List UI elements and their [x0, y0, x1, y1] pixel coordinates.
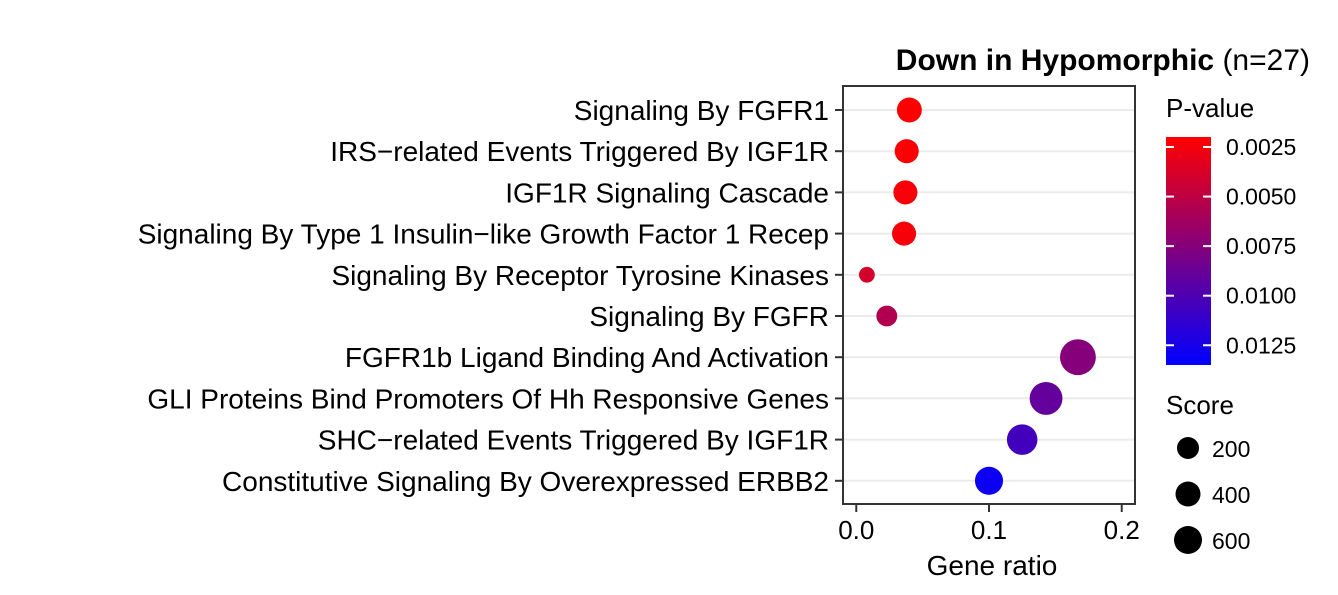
y-tick-label: SHC−related Events Triggered By IGF1R [318, 425, 829, 456]
chart-title: Down in Hypomorphic (n=27) [896, 44, 1310, 77]
y-tick-label: Signaling By FGFR1 [574, 95, 829, 126]
y-tick-label: IGF1R Signaling Cascade [505, 177, 829, 208]
data-point [859, 266, 875, 283]
y-tick-label: Signaling By Type 1 Insulin−like Growth … [138, 219, 829, 250]
pvalue-colorbar-ticks: 0.0025 0.0050 0.0075 0.0100 0.0125 [1166, 134, 1296, 358]
colorbar-tick-label: 0.0125 [1226, 332, 1296, 358]
x-tick-label: 0.0 [838, 515, 874, 545]
data-points [859, 97, 1096, 495]
y-tick-label: Signaling By FGFR [589, 301, 829, 332]
score-legend-dot [1174, 526, 1202, 554]
colorbar-tick-label: 0.0100 [1226, 283, 1296, 309]
chart-title-count: (n=27) [1214, 44, 1310, 77]
y-axis-labels: Signaling By FGFR1 IRS−related Events Tri… [138, 95, 843, 497]
pvalue-legend-title: P-value [1166, 93, 1254, 123]
data-point [893, 180, 918, 205]
plot-panel [842, 85, 1136, 505]
y-tick-label: IRS−related Events Triggered By IGF1R [330, 136, 829, 167]
data-point [1029, 381, 1063, 415]
score-legend: Score 200 400 600 [1166, 390, 1250, 554]
data-point [1006, 424, 1038, 455]
y-tick-label: FGFR1b Ligand Binding And Activation [345, 342, 829, 373]
score-legend-label: 200 [1212, 436, 1250, 462]
score-legend-dot [1177, 437, 1199, 459]
y-tick-label: Signaling By Receptor Tyrosine Kinases [331, 260, 829, 291]
data-point [1059, 339, 1096, 376]
grid-lines [843, 109, 1135, 482]
pvalue-legend: P-value 0.0025 0.0050 0.0075 0.0100 0.0125 [1166, 93, 1296, 365]
data-point [876, 305, 898, 327]
score-legend-title: Score [1166, 390, 1234, 420]
x-tick-label: 0.2 [1104, 515, 1140, 545]
colorbar-tick-label: 0.0075 [1226, 233, 1296, 259]
data-point [974, 466, 1004, 495]
pvalue-colorbar [1166, 137, 1211, 365]
chart-title-bold: Down in Hypomorphic [896, 44, 1214, 77]
x-tick-label: 0.1 [971, 515, 1007, 545]
data-point [896, 97, 922, 123]
score-legend-entries: 200 400 600 [1174, 436, 1250, 554]
y-tick-label: GLI Proteins Bind Promoters Of Hh Respon… [147, 383, 829, 414]
data-point [892, 221, 917, 246]
data-point [894, 139, 919, 164]
colorbar-tick-label: 0.0050 [1226, 184, 1296, 210]
x-axis: 0.0 0.1 0.2 [838, 504, 1140, 545]
x-axis-title: Gene ratio [927, 550, 1058, 581]
colorbar-tick-label: 0.0025 [1226, 134, 1296, 160]
score-legend-label: 400 [1212, 482, 1250, 508]
score-legend-dot [1175, 481, 1201, 507]
y-tick-label: Constitutive Signaling By Overexpressed … [222, 466, 829, 497]
score-legend-label: 600 [1212, 528, 1250, 554]
